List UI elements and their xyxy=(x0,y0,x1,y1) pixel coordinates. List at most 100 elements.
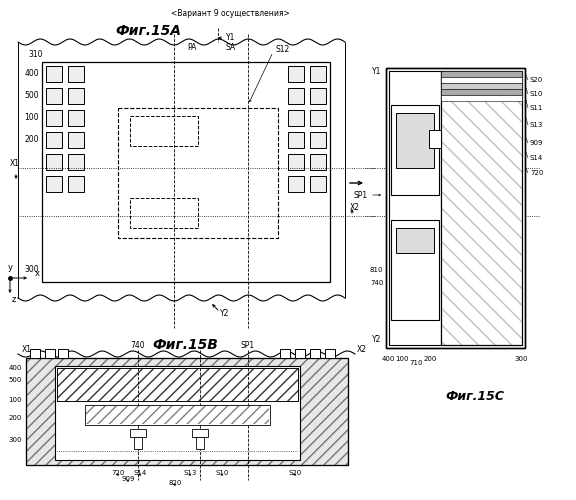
Bar xyxy=(57,368,298,401)
Text: 720: 720 xyxy=(530,170,543,176)
Text: SA: SA xyxy=(226,44,236,52)
Text: S14: S14 xyxy=(134,470,147,476)
Text: 300: 300 xyxy=(514,356,528,362)
Text: S10: S10 xyxy=(215,470,229,476)
Bar xyxy=(68,110,84,126)
Bar xyxy=(130,198,198,228)
Bar xyxy=(396,113,434,168)
Bar xyxy=(295,349,305,358)
Bar xyxy=(42,62,330,282)
Bar xyxy=(288,88,304,104)
Text: 720: 720 xyxy=(111,470,124,476)
Bar xyxy=(441,77,522,83)
Text: S20: S20 xyxy=(530,77,543,83)
Bar xyxy=(68,66,84,82)
Text: X1: X1 xyxy=(22,346,32,354)
Bar xyxy=(310,154,326,170)
Text: S13: S13 xyxy=(530,122,543,128)
Text: S13: S13 xyxy=(183,470,196,476)
Text: 909: 909 xyxy=(122,476,135,482)
Bar xyxy=(441,71,522,345)
Bar xyxy=(46,88,62,104)
Bar xyxy=(68,154,84,170)
Text: 300: 300 xyxy=(9,437,22,443)
Bar xyxy=(46,176,62,192)
Bar xyxy=(118,108,278,238)
Bar xyxy=(310,88,326,104)
Bar xyxy=(46,154,62,170)
Text: 400: 400 xyxy=(9,365,22,371)
Text: 500: 500 xyxy=(9,377,22,383)
Text: 100: 100 xyxy=(25,114,39,122)
Bar xyxy=(134,437,142,449)
Bar xyxy=(386,68,525,348)
Text: z: z xyxy=(12,296,16,304)
Bar xyxy=(391,220,439,320)
Text: 500: 500 xyxy=(24,92,39,100)
Text: S11: S11 xyxy=(530,105,543,111)
Text: X2: X2 xyxy=(357,346,367,354)
Bar xyxy=(68,176,84,192)
Bar xyxy=(85,405,270,425)
Bar xyxy=(86,406,269,424)
Bar xyxy=(441,71,522,77)
Bar xyxy=(46,66,62,82)
Text: 200: 200 xyxy=(9,415,22,421)
Text: 740: 740 xyxy=(131,342,145,350)
Text: 200: 200 xyxy=(423,356,437,362)
Bar xyxy=(55,366,300,460)
Bar xyxy=(288,110,304,126)
Text: y: y xyxy=(7,264,13,272)
Text: 400: 400 xyxy=(381,356,395,362)
Bar xyxy=(441,89,522,95)
Bar xyxy=(288,176,304,192)
Bar xyxy=(389,71,441,345)
Bar xyxy=(310,349,320,358)
Text: 710: 710 xyxy=(410,360,423,366)
Bar xyxy=(30,349,40,358)
Bar xyxy=(429,130,441,148)
Bar xyxy=(196,437,204,449)
Text: S14: S14 xyxy=(530,155,543,161)
Bar xyxy=(46,132,62,148)
Bar xyxy=(310,110,326,126)
Text: S10: S10 xyxy=(530,91,543,97)
Text: 310: 310 xyxy=(28,50,43,59)
Text: S12: S12 xyxy=(275,46,289,54)
Text: Y2: Y2 xyxy=(220,308,229,318)
Bar xyxy=(26,358,348,465)
Bar xyxy=(441,71,522,345)
Text: <Вариант 9 осуществления>: <Вариант 9 осуществления> xyxy=(170,9,289,18)
Text: X2: X2 xyxy=(350,204,360,212)
Text: 300: 300 xyxy=(24,266,39,274)
Bar xyxy=(46,110,62,126)
Text: 100: 100 xyxy=(395,356,409,362)
Text: 740: 740 xyxy=(370,280,384,286)
Text: 820: 820 xyxy=(168,480,181,486)
Bar xyxy=(68,88,84,104)
Bar xyxy=(386,68,525,348)
Bar xyxy=(391,105,439,195)
Bar xyxy=(310,132,326,148)
Bar xyxy=(310,176,326,192)
Text: PA: PA xyxy=(187,42,196,51)
Bar xyxy=(280,349,290,358)
Bar xyxy=(325,349,335,358)
Text: Фиг.15А: Фиг.15А xyxy=(115,24,181,38)
Bar xyxy=(288,66,304,82)
Bar xyxy=(57,368,298,401)
Bar xyxy=(26,358,348,465)
Bar xyxy=(386,68,525,348)
Text: Y1: Y1 xyxy=(226,34,236,42)
Bar xyxy=(288,132,304,148)
Bar xyxy=(68,132,84,148)
Text: 400: 400 xyxy=(24,70,39,78)
Text: SP1: SP1 xyxy=(354,190,368,200)
Text: 200: 200 xyxy=(25,136,39,144)
Text: x: x xyxy=(35,268,40,278)
Bar xyxy=(58,349,68,358)
Text: X1: X1 xyxy=(10,160,20,168)
Text: Фиг.15В: Фиг.15В xyxy=(152,338,218,352)
Bar xyxy=(310,66,326,82)
Text: 100: 100 xyxy=(9,397,22,403)
